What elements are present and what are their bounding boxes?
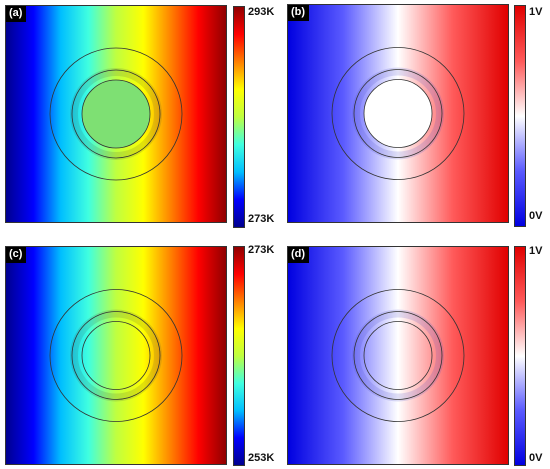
middle-ring xyxy=(353,69,443,158)
middle-ring xyxy=(71,311,161,400)
inner-region xyxy=(363,79,433,148)
outer-ring xyxy=(49,289,183,422)
colorbar-max-label: 293K xyxy=(248,6,275,18)
colorbar-max-label: 1V xyxy=(529,245,543,257)
panel-label: (b) xyxy=(288,5,310,21)
shell-shading xyxy=(70,68,162,160)
colorbar-min-label: 253K xyxy=(248,452,275,464)
outer-ring xyxy=(49,47,183,181)
contour-overlay xyxy=(49,47,183,181)
panel-label: (a) xyxy=(6,6,27,22)
colorbar-min-label: 0V xyxy=(529,452,543,464)
contour-overlay xyxy=(331,47,465,180)
voltage-field-d: (d) xyxy=(287,246,509,465)
temperature-field-c: (c) xyxy=(5,246,227,465)
shell-shading xyxy=(352,67,444,160)
colorbar-min-label: 0V xyxy=(529,210,543,222)
middle-ring xyxy=(353,311,443,400)
outer-ring xyxy=(331,289,465,422)
voltage-field-b: (b) xyxy=(287,4,509,223)
inner-region xyxy=(81,79,151,149)
panel-label: (c) xyxy=(6,247,27,263)
colorbar xyxy=(233,246,245,466)
contour-overlay xyxy=(49,289,183,422)
panel-label: (d) xyxy=(288,247,310,263)
middle-ring xyxy=(71,69,161,159)
inner-region xyxy=(363,321,433,390)
colorbar xyxy=(233,6,245,228)
shell-shading xyxy=(352,309,444,402)
shell-shading xyxy=(70,309,162,402)
colorbar-min-label: 273K xyxy=(248,213,275,225)
contour-overlay xyxy=(331,289,465,422)
colorbar-max-label: 273K xyxy=(248,244,275,256)
colorbar xyxy=(514,5,526,227)
outer-ring xyxy=(331,47,465,180)
temperature-field-a: (a) xyxy=(5,5,227,223)
colorbar-max-label: 1V xyxy=(529,6,543,18)
inner-region xyxy=(81,321,151,390)
colorbar xyxy=(514,246,526,466)
